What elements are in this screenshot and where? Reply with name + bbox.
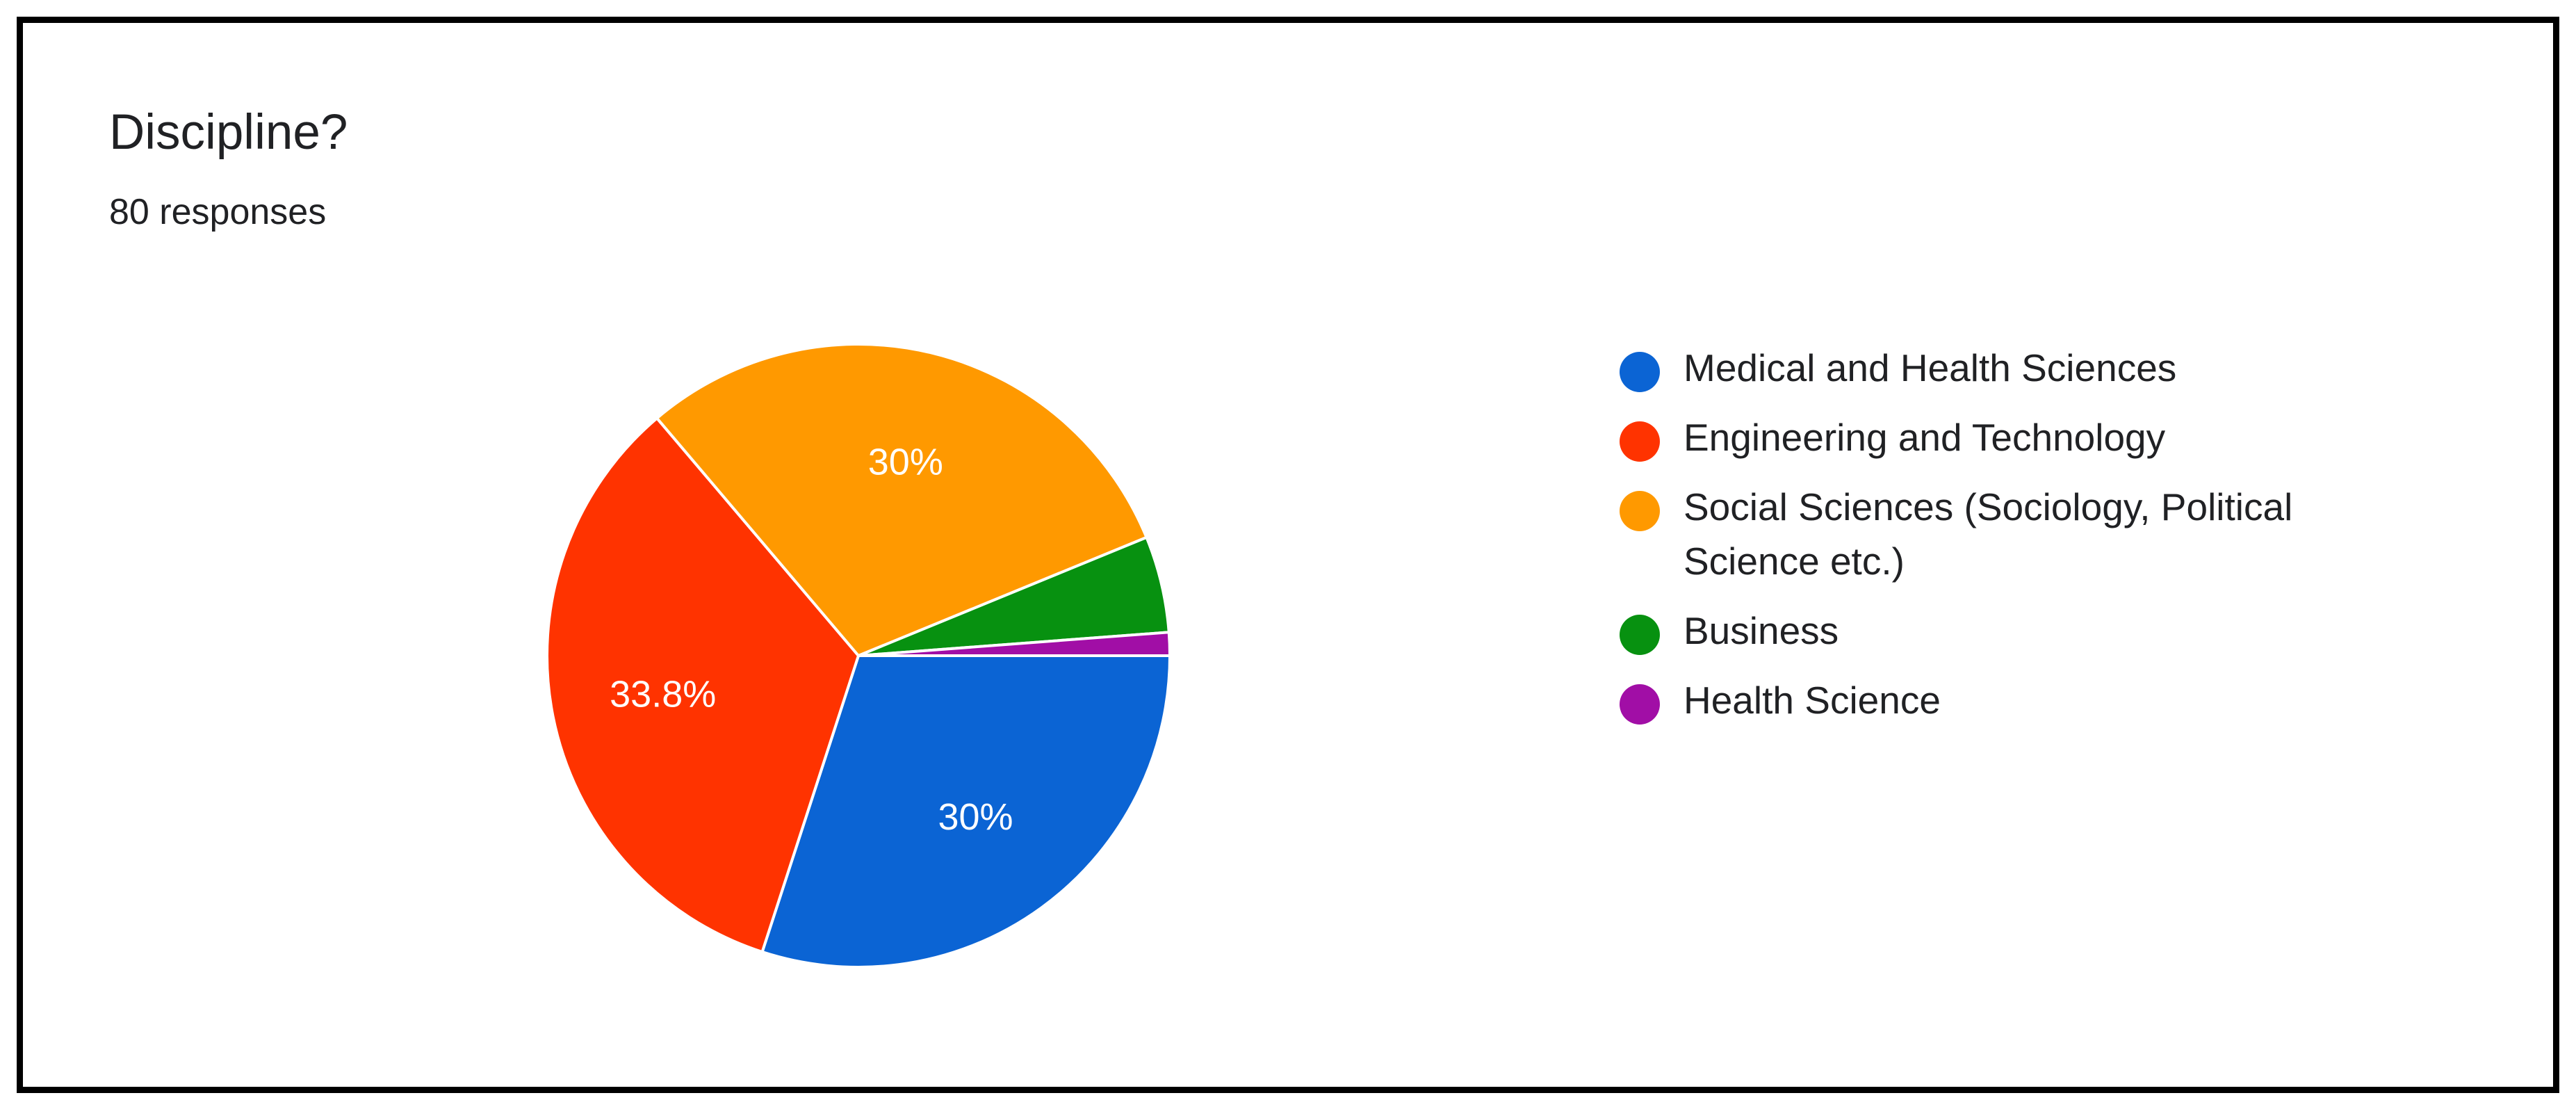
legend-item-engineering-technology[interactable]: Engineering and Technology: [1620, 410, 2419, 464]
slice-label-social-sciences: 30%: [868, 441, 943, 483]
pie-slice-social-sciences[interactable]: [655, 343, 1149, 658]
response-count: 80 responses: [109, 192, 327, 232]
legend-item-medical-health-sciences[interactable]: Medical and Health Sciences: [1620, 341, 2419, 395]
slice-label-engineering-technology: 33.8%: [610, 673, 716, 715]
legend-item-business[interactable]: Business: [1620, 604, 2419, 658]
chart-legend: Medical and Health Sciences Engineering a…: [1620, 341, 2419, 743]
pie-slice-medical-health-sciences[interactable]: [760, 654, 1172, 969]
legend-swatch-social-sciences: [1620, 491, 1660, 531]
legend-swatch-health-science: [1620, 684, 1660, 725]
legend-label-business: Business: [1684, 609, 1839, 652]
legend-swatch-business: [1620, 615, 1660, 655]
slice-label-medical-health-sciences: 30%: [938, 796, 1013, 838]
chart-frame: [17, 17, 2559, 1093]
legend-swatch-medical-health-sciences: [1620, 352, 1660, 392]
pie-slice-health-science[interactable]: [858, 631, 1172, 657]
legend-label-medical-health-sciences: Medical and Health Sciences: [1684, 346, 2177, 389]
pie-slice-engineering-technology[interactable]: [546, 416, 861, 954]
chart-title: Discipline?: [109, 105, 348, 160]
legend-label-health-science: Health Science: [1684, 679, 1941, 722]
legend-label-social-sciences: Social Sciences (Sociology, Political Sc…: [1684, 485, 2293, 583]
legend-label-engineering-technology: Engineering and Technology: [1684, 416, 2166, 459]
legend-item-social-sciences[interactable]: Social Sciences (Sociology, Political Sc…: [1620, 480, 2419, 588]
legend-item-health-science[interactable]: Health Science: [1620, 673, 2419, 727]
legend-swatch-engineering-technology: [1620, 421, 1660, 462]
